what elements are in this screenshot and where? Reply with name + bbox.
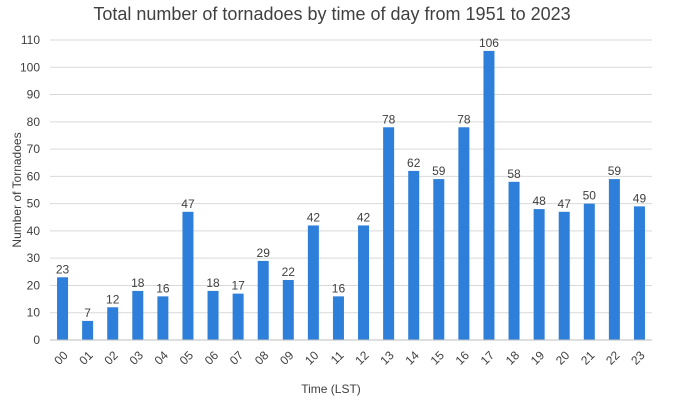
bar-13 (383, 127, 395, 340)
y-axis-ticks: 0 10 20 30 40 50 60 70 80 90 100 110 (20, 33, 40, 347)
data-label-09: 22 (282, 265, 296, 279)
y-axis-label: Number of Tornadoes (10, 132, 24, 247)
y-tick-label: 100 (20, 60, 40, 74)
data-label-11: 16 (332, 281, 346, 295)
data-label-03: 18 (131, 276, 145, 290)
y-tick-label: 50 (27, 197, 41, 211)
data-label-07: 17 (231, 279, 245, 293)
bar-20 (558, 211, 570, 340)
data-label-01: 7 (84, 306, 91, 320)
data-label-05: 47 (181, 197, 195, 211)
bar-06 (207, 290, 219, 340)
data-label-10: 42 (307, 210, 321, 224)
x-tick-label-07: 07 (227, 348, 247, 368)
bars (57, 50, 645, 341)
y-tick-label: 80 (27, 115, 41, 129)
y-tick-label: 30 (27, 251, 41, 265)
x-tick-label-05: 05 (177, 348, 197, 368)
bar-15 (433, 179, 445, 340)
data-label-06: 18 (206, 276, 220, 290)
bar-21 (583, 203, 595, 340)
data-label-00: 23 (56, 262, 70, 276)
bar-03 (132, 290, 144, 340)
bar-01 (82, 320, 94, 340)
bar-07 (232, 293, 244, 340)
y-tick-label: 60 (27, 169, 41, 183)
x-tick-label-13: 13 (377, 348, 397, 368)
bar-10 (307, 225, 319, 340)
x-axis-ticks: 00 01 02 03 04 05 06 07 08 09 10 11 12 13 14 15 16 17 18 19… (51, 348, 647, 368)
bar-23 (633, 206, 645, 340)
data-labels: 23 7 12 18 16 47 18 17 29 22 42 16 42 78 62 59 78 106 58 48… (56, 36, 647, 320)
x-tick-label-16: 16 (453, 348, 473, 368)
x-tick-label-06: 06 (202, 348, 222, 368)
x-tick-label-10: 10 (302, 348, 322, 368)
x-tick-label-22: 22 (603, 348, 623, 368)
x-tick-label-11: 11 (328, 348, 347, 367)
bar-17 (483, 50, 495, 341)
bar-11 (332, 296, 344, 340)
x-tick-label-20: 20 (553, 348, 573, 368)
y-tick-label: 90 (27, 88, 41, 102)
x-tick-label-17: 17 (478, 348, 498, 368)
x-tick-label-09: 09 (277, 348, 297, 368)
data-label-23: 49 (633, 191, 647, 205)
y-tick-label: 110 (21, 33, 40, 47)
data-label-22: 59 (608, 164, 622, 178)
y-tick-label: 10 (27, 306, 41, 320)
bar-18 (508, 181, 520, 340)
data-label-08: 29 (257, 246, 271, 260)
gridlines (50, 39, 652, 314)
data-label-02: 12 (106, 292, 120, 306)
y-tick-label: 0 (33, 333, 40, 347)
data-label-16: 78 (457, 112, 471, 126)
bar-12 (358, 225, 370, 340)
x-tick-label-21: 21 (578, 348, 598, 368)
data-label-19: 48 (532, 194, 546, 208)
data-label-18: 58 (507, 167, 521, 181)
bar-00 (57, 277, 69, 340)
data-label-13: 78 (382, 112, 396, 126)
y-tick-label: 70 (27, 142, 41, 156)
x-tick-label-08: 08 (252, 348, 272, 368)
data-label-12: 42 (357, 210, 371, 224)
x-tick-label-02: 02 (101, 348, 121, 368)
bar-09 (282, 280, 294, 340)
data-label-14: 62 (407, 156, 421, 170)
data-label-21: 50 (583, 189, 597, 203)
bar-14 (408, 170, 420, 340)
x-axis-label: Time (LST) (301, 382, 361, 396)
bar-05 (182, 211, 194, 340)
x-tick-label-04: 04 (152, 348, 172, 368)
x-tick-label-01: 01 (76, 348, 96, 368)
x-tick-label-14: 14 (402, 348, 422, 368)
data-label-15: 59 (432, 164, 446, 178)
bar-19 (533, 209, 545, 340)
chart-title: Total number of tornadoes by time of day… (93, 4, 570, 24)
x-tick-label-12: 12 (352, 348, 372, 368)
x-tick-label-03: 03 (127, 348, 147, 368)
data-label-04: 16 (156, 281, 170, 295)
x-tick-label-00: 00 (51, 348, 71, 368)
x-tick-label-15: 15 (428, 348, 448, 368)
y-tick-label: 20 (27, 278, 41, 292)
y-tick-label: 40 (27, 224, 41, 238)
bar-04 (157, 296, 169, 340)
x-tick-label-18: 18 (503, 348, 523, 368)
bar-08 (257, 260, 269, 340)
bar-22 (608, 179, 620, 340)
data-label-17: 106 (479, 36, 499, 50)
bar-02 (107, 307, 119, 340)
x-tick-label-23: 23 (628, 348, 648, 368)
bar-16 (458, 127, 470, 340)
data-label-20: 47 (558, 197, 572, 211)
x-tick-label-19: 19 (528, 348, 548, 368)
